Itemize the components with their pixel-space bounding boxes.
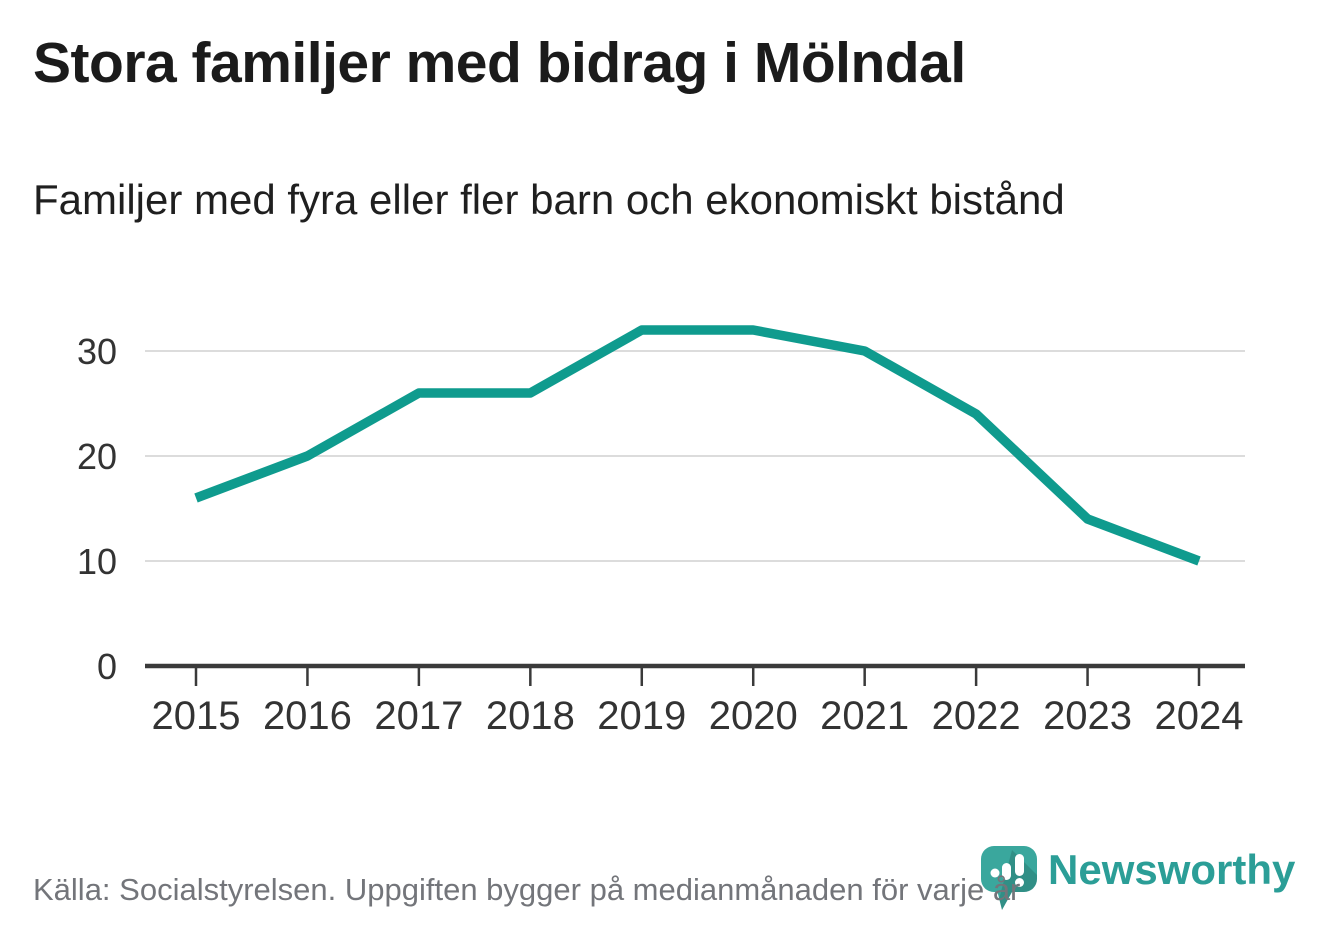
y-tick-label: 20 <box>77 436 117 477</box>
x-tick-label: 2016 <box>263 694 352 738</box>
logo-bar-tall <box>1015 854 1024 876</box>
newsworthy-logo: Newsworthy <box>981 844 1295 922</box>
x-tick-label: 2024 <box>1155 694 1244 738</box>
x-tick-label: 2017 <box>374 694 463 738</box>
y-tick-label: 0 <box>97 646 117 687</box>
x-tick-label: 2015 <box>152 694 241 738</box>
x-tick-label: 2022 <box>932 694 1021 738</box>
logo-exclamation-dot <box>1015 878 1024 887</box>
data-line <box>194 325 1201 566</box>
y-tick-label: 10 <box>77 541 117 582</box>
x-tick-label: 2020 <box>709 694 798 738</box>
source-note: Källa: Socialstyrelsen. Uppgiften bygger… <box>33 872 1021 907</box>
newsworthy-wordmark: Newsworthy <box>1048 846 1296 893</box>
x-tick-label: 2018 <box>486 694 575 738</box>
chart-title: Stora familjer med bidrag i Mölndal <box>33 31 966 95</box>
chart-subtitle: Familjer med fyra eller fler barn och ek… <box>33 176 1065 223</box>
x-tick-label: 2019 <box>597 694 686 738</box>
x-tick-label: 2023 <box>1043 694 1132 738</box>
newsworthy-chart-bubble-icon <box>981 846 1037 910</box>
logo-bar-short <box>1002 863 1011 880</box>
y-tick-label: 30 <box>77 331 117 372</box>
x-tick-label: 2021 <box>820 694 909 738</box>
logo-bar-dot <box>990 868 1000 878</box>
